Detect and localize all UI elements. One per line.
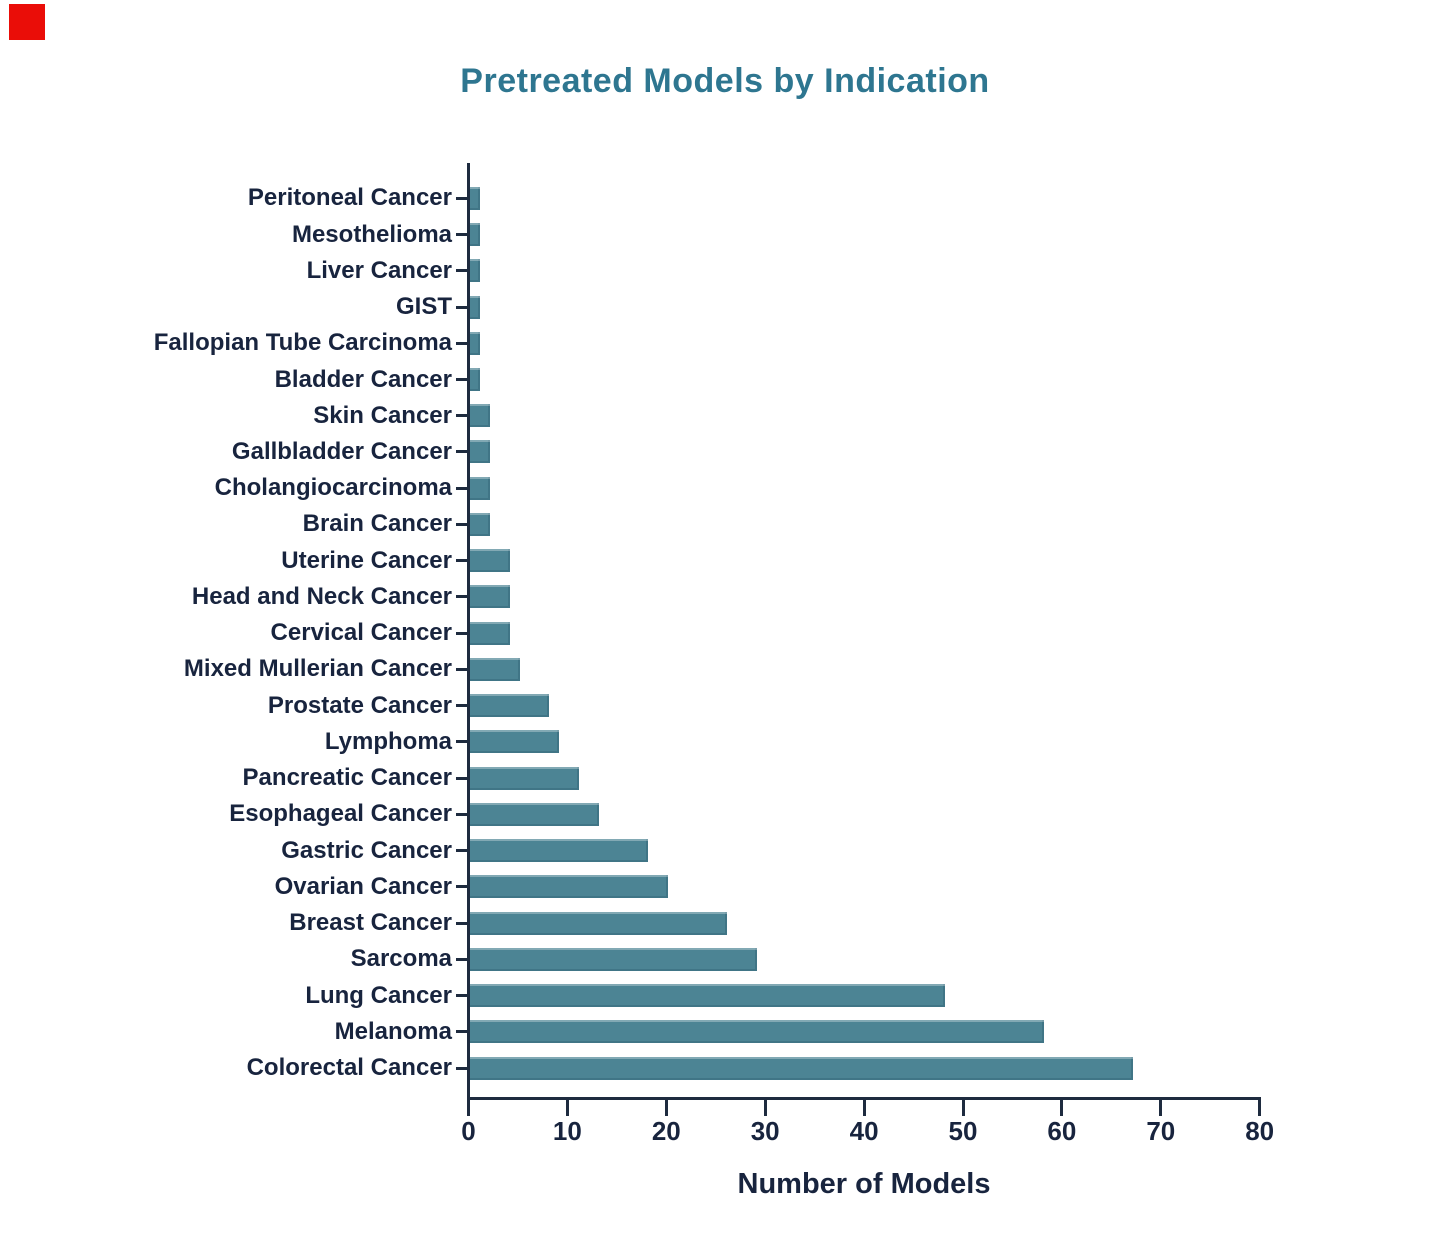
category-label: Bladder Cancer	[274, 365, 452, 393]
bar	[470, 476, 490, 500]
y-tick	[456, 595, 467, 599]
x-tick-label: 60	[1047, 1116, 1077, 1146]
category-label: Fallopian Tube Carcinoma	[153, 329, 452, 357]
y-tick	[456, 305, 467, 309]
x-tick	[467, 1100, 470, 1116]
bar	[470, 440, 490, 464]
x-tick	[862, 1100, 866, 1116]
y-tick	[456, 233, 467, 237]
x-tick	[664, 1100, 668, 1116]
y-tick	[456, 957, 467, 961]
chart-title: Pretreated Models by Indication	[460, 62, 990, 100]
x-tick-label: 30	[750, 1116, 780, 1146]
bar	[470, 657, 520, 681]
category-label: Gallbladder Cancer	[231, 437, 452, 465]
category-label: Sarcoma	[350, 945, 452, 973]
y-tick	[456, 1030, 467, 1034]
y-tick	[456, 196, 467, 200]
category-label: Pancreatic Cancer	[242, 764, 452, 792]
bar	[470, 947, 757, 971]
bar	[470, 621, 510, 645]
y-tick	[456, 486, 467, 490]
x-tick-label: 0	[461, 1116, 476, 1146]
y-tick	[456, 740, 467, 744]
y-tick	[456, 667, 467, 671]
x-tick	[763, 1100, 767, 1116]
x-tick-label: 70	[1146, 1116, 1176, 1146]
x-tick-label: 80	[1245, 1116, 1275, 1146]
category-label: Mixed Mullerian Cancer	[183, 655, 452, 683]
y-tick	[456, 776, 467, 780]
category-label: Ovarian Cancer	[274, 872, 452, 900]
category-label: GIST	[395, 293, 452, 321]
x-tick-label: 10	[552, 1116, 582, 1146]
category-label: Head and Neck Cancer	[191, 582, 452, 610]
bar	[470, 766, 579, 790]
bar	[470, 295, 480, 319]
category-label: Uterine Cancer	[281, 546, 452, 574]
bar	[470, 1020, 1044, 1044]
x-tick-label: 50	[948, 1116, 978, 1146]
y-tick	[456, 704, 467, 708]
bar	[470, 549, 510, 573]
category-label: Liver Cancer	[306, 256, 452, 284]
x-tick	[1258, 1100, 1262, 1116]
x-tick-label: 40	[849, 1116, 879, 1146]
x-axis-line	[467, 1097, 1261, 1100]
y-tick	[456, 812, 467, 816]
bar	[470, 259, 480, 283]
bar	[470, 839, 648, 863]
category-label: Melanoma	[334, 1017, 452, 1045]
bar	[470, 404, 490, 428]
y-tick	[456, 559, 467, 563]
bar	[470, 368, 480, 391]
y-tick	[456, 522, 467, 526]
y-tick	[456, 1066, 467, 1070]
y-tick	[456, 414, 467, 418]
y-tick	[456, 885, 467, 889]
bar	[470, 585, 510, 609]
bar	[470, 1056, 1133, 1080]
x-tick	[961, 1100, 965, 1116]
category-label: Mesothelioma	[291, 220, 452, 248]
bar	[470, 331, 480, 355]
y-tick	[456, 341, 467, 345]
bar	[470, 802, 599, 826]
y-axis-line	[467, 163, 470, 1100]
y-tick	[456, 849, 467, 853]
x-axis-title: Number of Models	[737, 1168, 991, 1200]
category-label: Lung Cancer	[305, 981, 452, 1009]
category-label: Gastric Cancer	[281, 836, 452, 864]
x-tick	[1060, 1100, 1064, 1116]
y-tick	[456, 994, 467, 998]
category-label: Skin Cancer	[313, 401, 452, 429]
category-label: Prostate Cancer	[267, 691, 452, 719]
bar	[470, 186, 480, 210]
x-tick-label: 20	[651, 1116, 681, 1146]
y-tick	[456, 631, 467, 635]
category-label: Lymphoma	[324, 727, 452, 755]
bar	[470, 694, 550, 718]
y-tick	[456, 921, 467, 925]
bar	[470, 223, 480, 247]
category-label: Breast Cancer	[289, 909, 452, 937]
y-tick	[456, 378, 467, 381]
category-label: Colorectal Cancer	[246, 1054, 452, 1082]
bar	[470, 984, 945, 1008]
click-marker	[9, 4, 45, 40]
category-label: Brain Cancer	[302, 510, 452, 538]
category-label: Esophageal Cancer	[229, 800, 452, 828]
y-tick	[456, 450, 467, 454]
y-tick	[456, 269, 467, 273]
x-tick	[565, 1100, 569, 1116]
category-label: Peritoneal Cancer	[247, 184, 452, 212]
bar	[470, 875, 668, 899]
bar	[470, 512, 490, 536]
category-label: Cervical Cancer	[270, 619, 452, 647]
bar	[470, 730, 559, 754]
x-tick	[1159, 1100, 1163, 1116]
bar	[470, 911, 728, 935]
category-label: Cholangiocarcinoma	[214, 474, 452, 502]
